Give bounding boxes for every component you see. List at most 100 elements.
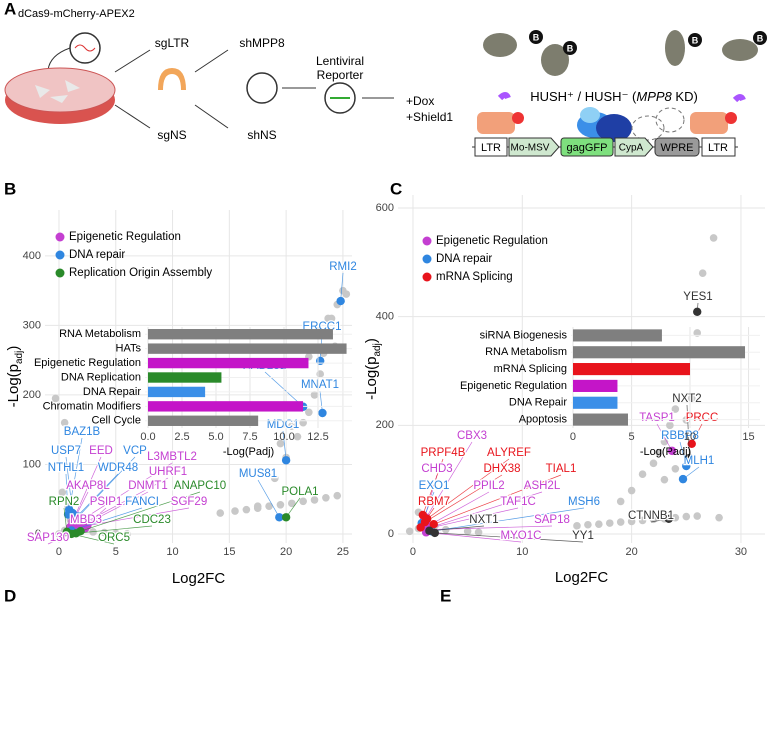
point — [55, 530, 63, 538]
legend-label: Replication Origin Assembly — [69, 267, 212, 279]
panel-label: C — [390, 179, 402, 198]
y-tick-label: 300 — [23, 319, 41, 331]
point — [336, 296, 345, 306]
category-label: RNA Metabolism — [485, 346, 567, 358]
legend-swatch — [55, 250, 65, 260]
bar — [147, 401, 304, 412]
x-tick-label: 0 — [56, 546, 62, 558]
point-label: VCP — [123, 445, 147, 457]
point — [315, 356, 325, 366]
point-label: TIAL1 — [546, 463, 577, 475]
point-label: MYO1C — [501, 530, 542, 542]
label-leader — [656, 423, 673, 452]
x-axis-label: -Log(Padj) — [223, 446, 274, 458]
point — [63, 510, 73, 519]
point-label: CHD3 — [421, 463, 452, 475]
category-label: siRNA Biogenesis — [480, 329, 568, 341]
y-axis-label: -Log(padj) — [5, 346, 25, 408]
y-axis-label-part: ) — [5, 346, 22, 351]
point — [693, 329, 702, 337]
y-tick-label: 200 — [376, 419, 394, 431]
point — [416, 523, 425, 532]
y-axis-label-part: -Log(p — [363, 357, 380, 400]
biotin-icons: B B B B — [529, 30, 767, 55]
point — [709, 234, 718, 242]
panel-label: B — [4, 179, 16, 198]
point-label: RMI2 — [329, 261, 356, 273]
point-label: PSIP1 — [90, 496, 123, 508]
construct: LTR Mo-MSV gagGFP CypA WPRE LTR — [472, 137, 738, 157]
hairpin-label: shNS — [247, 128, 276, 142]
virus-icon — [246, 72, 278, 104]
bar — [572, 396, 618, 409]
point-label: MDC1 — [267, 419, 300, 431]
point — [305, 408, 313, 417]
point — [463, 527, 472, 536]
biotin-label: B — [757, 33, 764, 43]
point-label: NTHL1 — [48, 462, 84, 474]
point — [288, 422, 296, 431]
point-label: ALYREF — [487, 447, 531, 459]
x-tick-label: 0 — [570, 431, 576, 443]
status-text: HUSH⁺ / HUSH⁻ ( — [530, 89, 637, 104]
construct-label: Mo-MSV — [511, 143, 550, 154]
label-leader — [426, 458, 510, 520]
category-label: RNA Metabolism — [59, 328, 141, 340]
point — [123, 530, 131, 538]
x-tick-label: 10 — [516, 546, 528, 558]
construct-label: LTR — [481, 142, 501, 154]
status-gene: MPP8 — [636, 89, 672, 104]
point — [342, 290, 351, 298]
x-tick-label: 0 — [410, 546, 416, 558]
point — [671, 464, 680, 473]
x-tick-label: 5 — [113, 546, 119, 558]
point — [616, 518, 625, 526]
panel-label: A — [4, 0, 16, 18]
biotin-label: B — [533, 32, 540, 42]
bar — [572, 413, 628, 426]
point — [333, 491, 342, 500]
label-leader — [68, 437, 83, 510]
category-label: Apoptosis — [519, 413, 568, 425]
point-label: SAP18 — [534, 514, 570, 526]
bar — [147, 343, 347, 354]
label-leader — [340, 272, 344, 302]
arrow — [114, 49, 151, 129]
point — [299, 497, 307, 506]
point-label: ANAPC10 — [174, 480, 226, 492]
point — [275, 513, 284, 522]
bar — [147, 386, 206, 398]
x-tick-label: 12.5 — [307, 431, 328, 443]
point-label: RPN2 — [49, 496, 80, 508]
y-tick-label: 0 — [388, 528, 394, 540]
x-tick-label: 10 — [166, 546, 178, 558]
x-tick-label: 7.5 — [242, 431, 257, 443]
legend-swatch — [422, 272, 432, 282]
legend-label: Epigenetic Regulation — [69, 231, 181, 243]
point-label: YES1 — [683, 291, 712, 303]
point — [231, 507, 239, 515]
label-leader — [78, 456, 136, 517]
label-leader — [431, 507, 585, 532]
guide-label: sgLTR — [155, 36, 190, 50]
reporter-label: Lentiviral — [316, 54, 364, 68]
construct-label: CypA — [619, 143, 644, 154]
label-leader — [426, 532, 522, 543]
point — [58, 488, 67, 497]
label-leader — [72, 456, 102, 522]
point — [649, 459, 658, 468]
bar — [147, 372, 222, 383]
point-label: EED — [89, 445, 113, 457]
point — [318, 408, 327, 418]
label-leader — [65, 473, 69, 515]
label-leader — [282, 430, 287, 461]
point — [627, 517, 636, 526]
y-tick-label: 200 — [23, 389, 41, 401]
y-tick-label: 0 — [35, 528, 41, 540]
category-label: DNA Repair — [83, 386, 141, 398]
point — [638, 516, 647, 525]
label-leader — [427, 507, 519, 529]
hairpin-icon — [158, 68, 186, 90]
bar — [572, 329, 662, 342]
